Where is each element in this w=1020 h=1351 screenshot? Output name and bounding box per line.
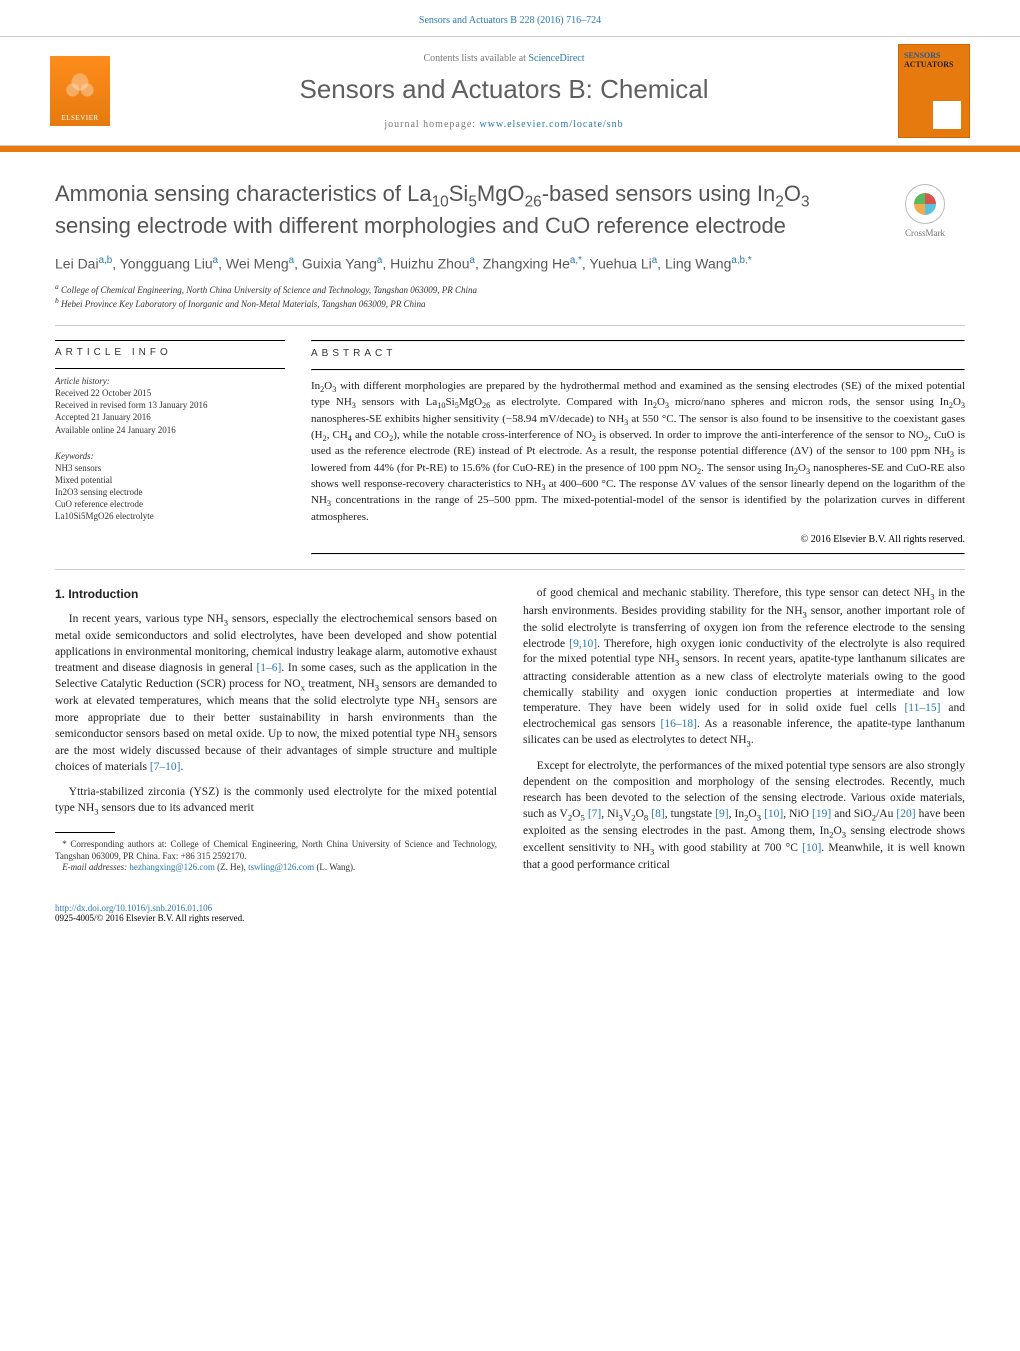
- masthead: ELSEVIER Contents lists available at Sci…: [0, 36, 1020, 146]
- article-info-column: article info Article history: Received 2…: [55, 340, 285, 555]
- keyword-1: Mixed potential: [55, 475, 112, 485]
- abstract-mid-rule: [311, 369, 965, 371]
- footnote-email: E-mail addresses: hezhangxing@126.com (Z…: [55, 862, 497, 874]
- body-p1: In recent years, various type NH3 sensor…: [55, 612, 497, 776]
- rule-above-info: [55, 325, 965, 326]
- homepage-line: journal homepage: www.elsevier.com/locat…: [110, 119, 898, 130]
- article-info-heading: article info: [55, 347, 285, 358]
- abstract-copyright: © 2016 Elsevier B.V. All rights reserved…: [311, 534, 965, 545]
- homepage-link[interactable]: www.elsevier.com/locate/snb: [480, 119, 624, 130]
- keyword-3: CuO reference electrode: [55, 499, 143, 509]
- crossmark-badge[interactable]: CrossMark: [885, 184, 965, 238]
- history-received: Received 22 October 2015: [55, 388, 151, 398]
- affiliations: a College of Chemical Engineering, North…: [55, 282, 965, 311]
- keyword-0: NH3 sensors: [55, 463, 101, 473]
- issn-copyright: 0925-4005/© 2016 Elsevier B.V. All right…: [55, 913, 244, 923]
- abstract-bottom-rule: [311, 553, 965, 555]
- email-label: E-mail addresses:: [62, 862, 129, 872]
- cover-stub-icon: [933, 101, 961, 129]
- abstract-column: abstract In2O3 with different morphologi…: [311, 340, 965, 555]
- footnote-corresponding: * Corresponding authors at: College of C…: [55, 839, 497, 862]
- email-name-1: (Z. He),: [215, 862, 248, 872]
- footnote-separator: [55, 832, 115, 833]
- journal-title: Sensors and Actuators B: Chemical: [110, 74, 898, 105]
- section-1-heading: 1. Introduction: [55, 586, 497, 603]
- masthead-center: Contents lists available at ScienceDirec…: [110, 53, 898, 130]
- rule-below-abstract: [55, 569, 965, 570]
- history-online: Available online 24 January 2016: [55, 425, 176, 435]
- history-label: Article history:: [55, 376, 110, 386]
- elsevier-tree-icon: [62, 70, 98, 110]
- doi-link[interactable]: http://dx.doi.org/10.1016/j.snb.2016.01.…: [55, 903, 212, 913]
- body-p2: Yttria-stabilized zirconia (YSZ) is the …: [55, 785, 497, 818]
- homepage-prefix: journal homepage:: [384, 119, 479, 130]
- cover-line2: ACTUATORS: [904, 60, 954, 69]
- elsevier-logo[interactable]: ELSEVIER: [50, 56, 110, 126]
- availability-prefix: Contents lists available at: [423, 53, 528, 64]
- abstract-text: In2O3 with different morphologies are pr…: [311, 379, 965, 524]
- article-container: CrossMark Ammonia sensing characteristic…: [0, 152, 1020, 903]
- body-p3: of good chemical and mechanic stability.…: [523, 586, 965, 750]
- info-top-rule: [55, 340, 285, 341]
- keywords-label: Keywords:: [55, 451, 94, 461]
- journal-cover-thumb[interactable]: SENSORS ACTUATORS: [898, 44, 970, 138]
- article-history: Article history: Received 22 October 201…: [55, 375, 285, 436]
- keywords-block: Keywords: NH3 sensors Mixed potential In…: [55, 450, 285, 523]
- email-name-2: (L. Wang).: [314, 862, 355, 872]
- email-link-1[interactable]: hezhangxing@126.com: [129, 862, 215, 872]
- crossmark-circle-icon: [905, 184, 945, 224]
- author-list: Lei Daia,b, Yongguang Liua, Wei Menga, G…: [55, 255, 965, 272]
- abstract-heading: abstract: [311, 348, 965, 359]
- article-title: Ammonia sensing characteristics of La10S…: [55, 180, 855, 241]
- sciencedirect-link[interactable]: ScienceDirect: [528, 53, 584, 64]
- body-p4: Except for electrolyte, the performances…: [523, 759, 965, 874]
- keyword-4: La10Si5MgO26 electrolyte: [55, 511, 154, 521]
- citation-link[interactable]: Sensors and Actuators B 228 (2016) 716–7…: [419, 15, 601, 26]
- body-text: 1. Introduction In recent years, various…: [55, 586, 965, 883]
- info-mid-rule: [55, 368, 285, 369]
- history-accepted: Accepted 21 January 2016: [55, 412, 151, 422]
- history-revised: Received in revised form 13 January 2016: [55, 400, 207, 410]
- affiliation-a: a College of Chemical Engineering, North…: [55, 282, 965, 297]
- bottom-block: http://dx.doi.org/10.1016/j.snb.2016.01.…: [0, 903, 1020, 943]
- crossmark-label: CrossMark: [905, 228, 945, 238]
- crossmark-inner-icon: [914, 193, 936, 215]
- abstract-top-rule: [311, 340, 965, 342]
- affiliation-b: b Hebei Province Key Laboratory of Inorg…: [55, 296, 965, 311]
- citation-header: Sensors and Actuators B 228 (2016) 716–7…: [0, 0, 1020, 36]
- availability-line: Contents lists available at ScienceDirec…: [110, 53, 898, 64]
- elsevier-label: ELSEVIER: [61, 114, 98, 122]
- cover-line1: SENSORS: [904, 51, 940, 60]
- footnotes: * Corresponding authors at: College of C…: [55, 839, 497, 874]
- keyword-2: In2O3 sensing electrode: [55, 487, 142, 497]
- email-link-2[interactable]: tswling@126.com: [248, 862, 314, 872]
